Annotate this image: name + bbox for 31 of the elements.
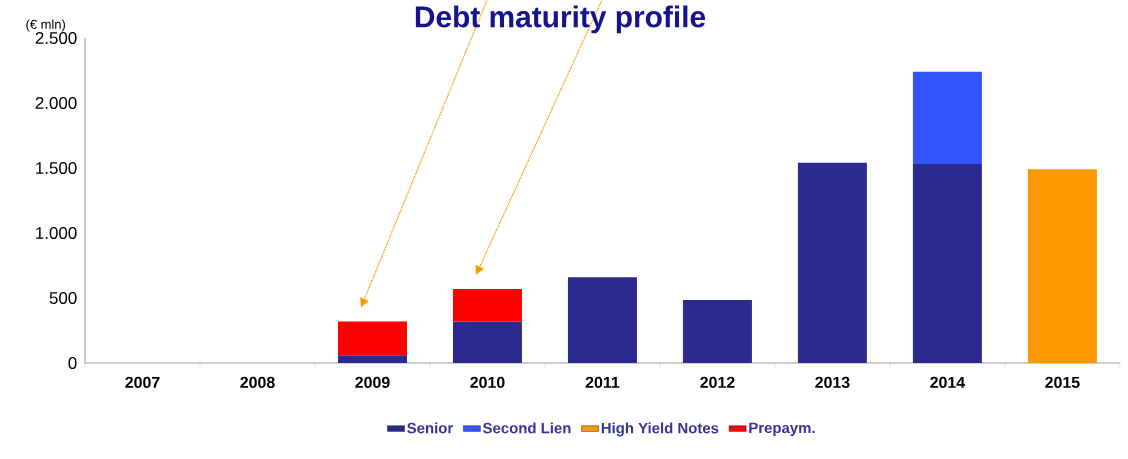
legend-label: Prepaym.: [749, 422, 815, 437]
y-tick-label: 2.500: [35, 31, 77, 44]
bar: [912, 164, 982, 363]
legend-label: Senior: [407, 422, 453, 434]
x-tick-label: 2011: [585, 376, 620, 389]
x-tick-label: 2014: [930, 376, 966, 389]
bar: [452, 288, 522, 322]
bar: [912, 71, 982, 165]
x-tick-label: 2015: [1045, 376, 1080, 389]
bar: [797, 162, 867, 363]
y-tick-label: 1.500: [36, 161, 77, 174]
legend-label: Second Lien: [483, 422, 571, 434]
x-tick-label: 2009: [355, 376, 390, 389]
x-tick-label: 2007: [125, 376, 160, 389]
bar: [1027, 169, 1097, 363]
chart-title: Debt maturity profile: [415, 5, 706, 34]
x-tick-label: 2008: [240, 376, 275, 389]
y-tick-label: 0: [68, 356, 77, 369]
bar: [452, 321, 522, 363]
bar: [337, 355, 407, 363]
y-axis-title: (€ mln): [26, 19, 66, 32]
legend-label: High Yield Notes: [601, 422, 719, 437]
y-tick-label: 500: [49, 291, 77, 304]
x-tick-label: 2012: [700, 376, 735, 389]
y-tick-label: 1.000: [36, 226, 77, 239]
bar: [337, 321, 407, 356]
bar: [682, 299, 752, 363]
y-tick-label: 2.000: [35, 96, 77, 109]
bar: [567, 277, 637, 363]
x-tick-label: 2013: [815, 376, 850, 389]
x-tick-label: 2010: [470, 376, 505, 389]
